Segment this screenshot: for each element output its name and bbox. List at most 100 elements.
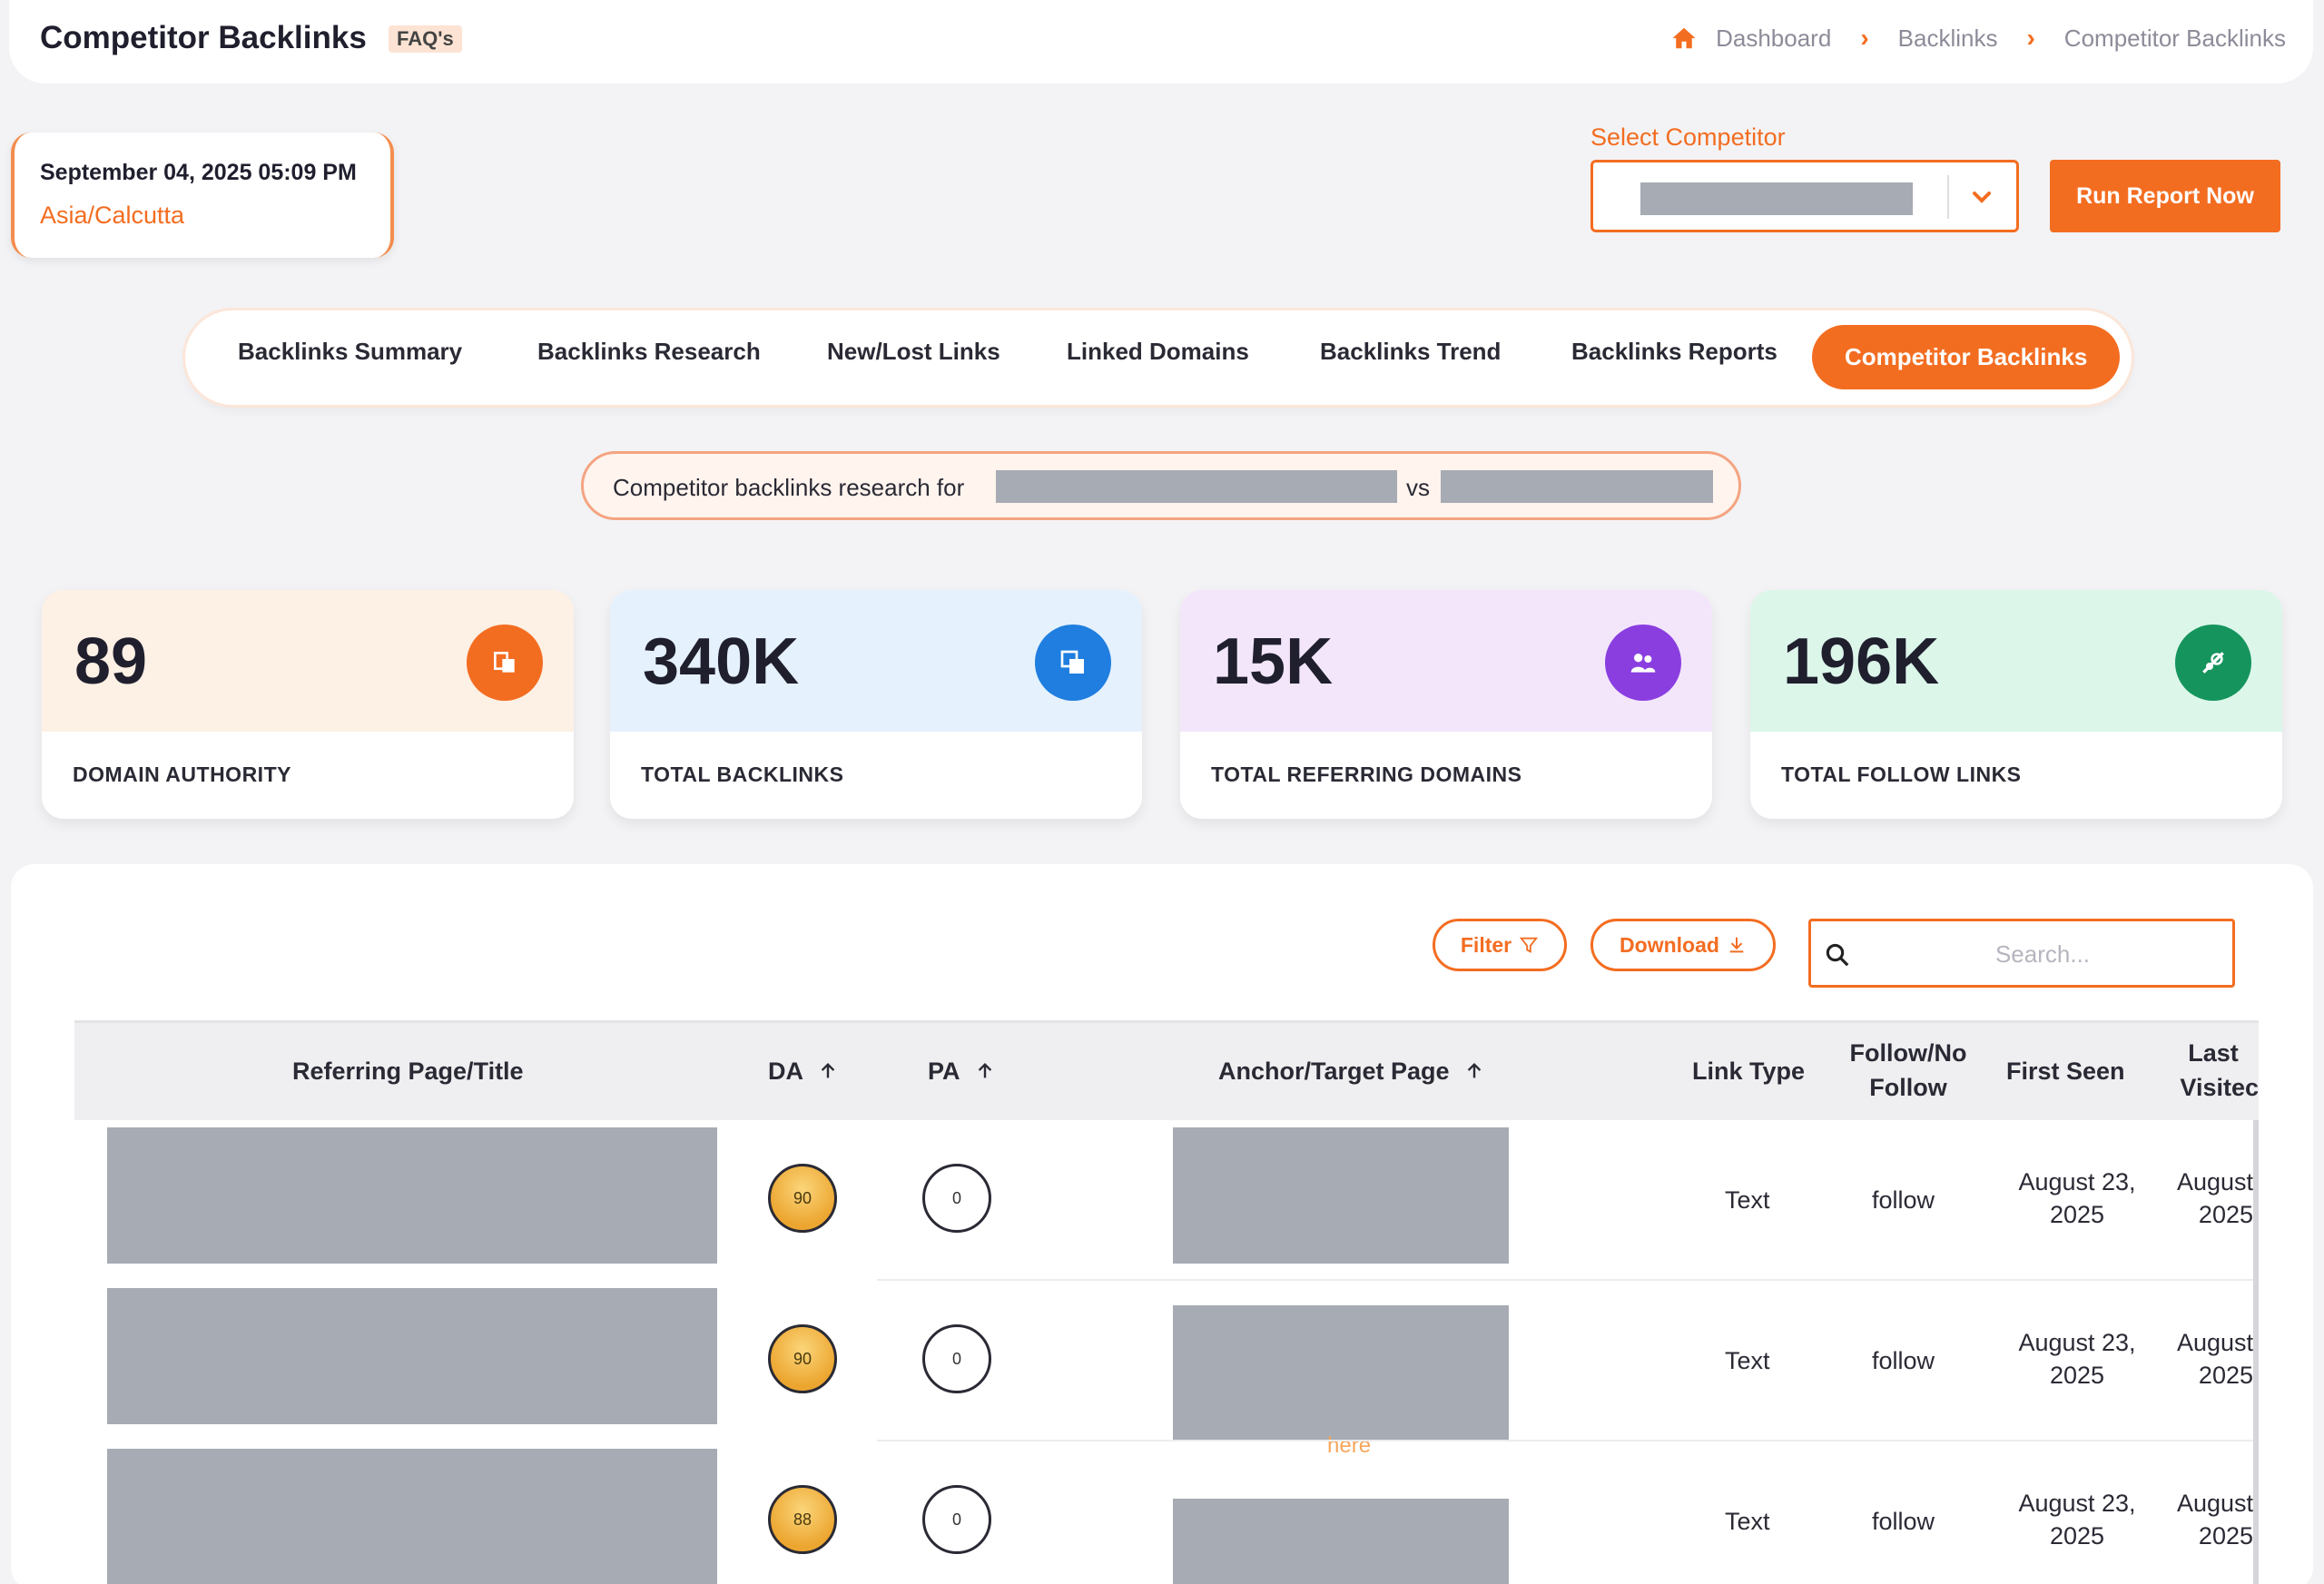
pa-score-badge: 0 [922,1164,991,1233]
filter-icon [1519,937,1539,953]
table-scrollbar[interactable] [2253,1120,2259,1584]
table-row: 90 0 Text follow August 23, 2025 August … [74,1120,2259,1281]
follow-links-icon [2175,625,2251,701]
first-seen-date: August 23, [2018,1168,2136,1195]
pa-score-badge: 0 [922,1324,991,1393]
tab-backlinks-trend[interactable]: Backlinks Trend [1320,338,1502,365]
home-icon[interactable] [1670,25,1698,52]
first-seen-year: 2025 [2049,1201,2105,1228]
stat-card-follow-links: 196K TOTAL FOLLOW LINKS [1750,590,2282,819]
last-visited-year: 2025 [2198,1362,2253,1389]
link-type-cell: Text [1725,1508,1770,1535]
col-last-line1: Last [2188,1039,2239,1067]
tab-linked-domains[interactable]: Linked Domains [1067,338,1249,365]
breadcrumb-dashboard[interactable]: Dashboard [1716,24,1832,52]
tab-backlinks-research[interactable]: Backlinks Research [537,338,761,365]
download-button[interactable]: Download [1590,919,1776,971]
col-referring-page[interactable]: Referring Page/Title [292,1058,524,1085]
col-anchor-label: Anchor/Target Page [1218,1058,1450,1085]
search-input[interactable] [1866,930,2220,978]
tab-competitor-backlinks[interactable]: Competitor Backlinks [1812,325,2121,389]
tab-backlinks-summary[interactable]: Backlinks Summary [238,338,463,365]
page-title: Competitor Backlinks [40,20,367,55]
col-pa-label: PA [928,1058,960,1085]
faq-link[interactable]: FAQ's [389,25,462,53]
last-visited-date: August [2176,1168,2253,1195]
tab-backlinks-reports[interactable]: Backlinks Reports [1571,338,1777,365]
table-row: 88 0 Text follow August 23, 2025 August … [74,1441,2259,1584]
breadcrumb-backlinks[interactable]: Backlinks [1897,24,1998,52]
col-da-label: DA [768,1058,803,1085]
datetime-card: September 04, 2025 05:09 PM Asia/Calcutt… [11,133,394,258]
table-row: 90 0 here Text follow August 23, 2025 Au… [74,1281,2259,1458]
link-type-cell: Text [1725,1347,1770,1374]
last-visited-cell: August 2025 [2162,1166,2253,1231]
redacted-anchor [1173,1305,1509,1441]
tab-new-lost-links[interactable]: New/Lost Links [827,338,1000,365]
research-vs: vs [1406,474,1430,501]
da-score-badge: 90 [768,1164,837,1233]
download-label: Download [1620,932,1719,957]
last-visited-year: 2025 [2198,1522,2253,1550]
redacted-competitor-domain [1441,470,1713,503]
link-type-cell: Text [1725,1186,1770,1214]
run-report-button[interactable]: Run Report Now [2050,160,2280,232]
last-visited-date: August [2176,1329,2253,1356]
filter-button[interactable]: Filter [1433,919,1567,971]
search-box [1808,919,2235,988]
pa-score-badge: 0 [922,1485,991,1554]
select-divider [1947,175,1949,219]
research-prefix: Competitor backlinks research for [613,474,965,501]
anchor-text-link[interactable]: here [1327,1433,1372,1458]
tab-bar: Backlinks Summary Backlinks Research New… [185,310,2132,405]
col-pa[interactable]: PA [928,1054,995,1088]
col-link-type[interactable]: Link Type [1692,1058,1806,1085]
col-follow-line2: Follow [1869,1074,1947,1101]
first-seen-cell: August 23, 2025 [2004,1487,2150,1552]
filter-label: Filter [1460,932,1512,957]
col-da[interactable]: DA [768,1054,838,1088]
stat-value: 15K [1213,625,1334,698]
sort-arrow-up-icon[interactable] [1464,1061,1484,1081]
redacted-referring-page [107,1449,717,1584]
sort-arrow-up-icon[interactable] [818,1061,838,1081]
select-competitor-label: Select Competitor [1590,123,1786,151]
redacted-anchor [1173,1127,1509,1264]
stat-value: 196K [1783,625,1940,698]
backlinks-icon [1035,625,1111,701]
last-visited-year: 2025 [2198,1201,2253,1228]
chevron-down-icon[interactable] [1967,182,1996,212]
first-seen-year: 2025 [2049,1522,2105,1550]
table-header: Referring Page/Title DA PA Anchor/Target… [74,1020,2259,1120]
redacted-domain [996,470,1397,503]
competitor-select[interactable] [1590,160,2019,232]
referring-domains-icon [1605,625,1681,701]
chevron-right-icon: › [1860,24,1869,52]
stat-label: TOTAL FOLLOW LINKS [1781,762,2022,786]
redacted-referring-page [107,1127,717,1264]
row-divider [877,1440,2259,1441]
redacted-referring-page [107,1288,717,1424]
sort-arrow-up-icon[interactable] [975,1061,995,1081]
first-seen-date: August 23, [2018,1490,2136,1517]
follow-cell: follow [1872,1508,1935,1535]
da-score-badge: 90 [768,1324,837,1393]
stat-value: 89 [74,625,148,698]
stat-card-total-backlinks: 340K TOTAL BACKLINKS [610,590,1142,819]
stat-card-domain-authority: 89 DOMAIN AUTHORITY [42,590,574,819]
backlinks-table-panel: Filter Download Referring Page/Title DA … [11,864,2313,1584]
col-anchor-target[interactable]: Anchor/Target Page [1218,1054,1484,1088]
chevron-right-icon: › [2026,24,2035,52]
stat-card-referring-domains: 15K TOTAL REFERRING DOMAINS [1180,590,1712,819]
first-seen-year: 2025 [2049,1362,2105,1389]
breadcrumb-current: Competitor Backlinks [2063,24,2286,52]
last-visited-cell: August 2025 [2162,1326,2253,1392]
search-icon [1826,943,1849,967]
col-first-seen[interactable]: First Seen [2006,1058,2125,1085]
download-icon [1729,937,1744,953]
last-visited-cell: August 2025 [2162,1487,2253,1552]
first-seen-cell: August 23, 2025 [2004,1326,2150,1392]
col-last-visited[interactable]: Last Visitec [2168,1036,2259,1105]
last-visited-date: August [2176,1490,2253,1517]
col-follow[interactable]: Follow/No Follow [1845,1036,1972,1105]
